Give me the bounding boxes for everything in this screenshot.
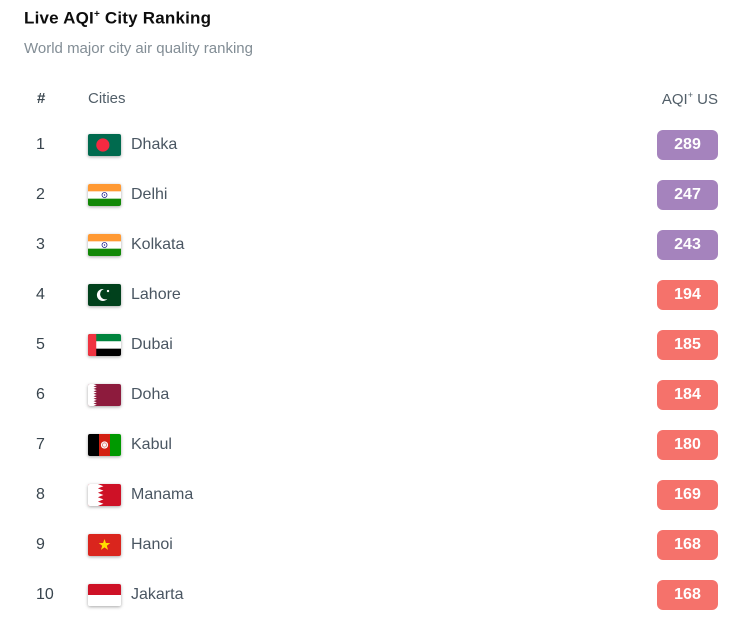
column-header-aqi-text: AQI — [661, 90, 688, 108]
table-row[interactable]: 5 Dubai 185 — [24, 320, 718, 370]
city-name: Kolkata — [131, 235, 185, 253]
rank-number: 8 — [36, 485, 45, 503]
india-flag-icon — [88, 233, 121, 256]
rank-number: 4 — [36, 285, 45, 303]
vietnam-flag-icon — [88, 533, 121, 556]
rank-number: 1 — [36, 135, 45, 153]
column-header-aqi-us: AQI+ US — [662, 90, 718, 108]
aqi-value-badge: 168 — [657, 529, 718, 560]
rank-number: 9 — [36, 535, 45, 553]
table-header-row: # Cities AQI+ US — [24, 84, 718, 114]
page-title-text: Live AQI — [24, 8, 94, 28]
city-name: Lahore — [131, 285, 181, 303]
aqi-value-badge: 247 — [657, 179, 718, 210]
aqi-value-badge: 194 — [657, 279, 718, 310]
aqi-value-badge: 180 — [657, 429, 718, 460]
city-name: Dhaka — [131, 135, 178, 153]
city-name: Doha — [131, 385, 170, 403]
table-row[interactable]: 8 Manama 169 — [24, 470, 718, 520]
table-row[interactable]: 10 Jakarta 168 — [24, 570, 718, 620]
page-title-rest: City Ranking — [99, 8, 212, 28]
aqi-value-badge: 289 — [657, 129, 718, 160]
column-header-us-text: US — [692, 90, 718, 108]
aqi-value-badge: 168 — [657, 579, 718, 610]
rank-number: 2 — [36, 185, 45, 203]
page-title: Live AQI+ City Ranking — [24, 4, 718, 30]
city-name: Manama — [131, 485, 194, 503]
table-row[interactable]: 3 Kolkata 243 — [24, 220, 718, 270]
city-name: Jakarta — [131, 585, 184, 603]
city-name: Delhi — [131, 185, 168, 203]
aqi-value-badge: 169 — [657, 479, 718, 510]
aqi-plus-superscript: + — [687, 89, 693, 100]
table-row[interactable]: 4 Lahore 194 — [24, 270, 718, 320]
table-row[interactable]: 9 Hanoi 168 — [24, 520, 718, 570]
aqi-value-badge: 185 — [657, 329, 718, 360]
rank-number: 7 — [36, 435, 45, 453]
indonesia-flag-icon — [88, 583, 121, 606]
city-name: Hanoi — [131, 535, 173, 553]
bangladesh-flag-icon — [88, 133, 121, 156]
city-name: Kabul — [131, 435, 172, 453]
pakistan-flag-icon — [88, 283, 121, 306]
united-arab-emirates-flag-icon — [88, 333, 121, 356]
city-name: Dubai — [131, 335, 173, 353]
afghanistan-flag-icon — [88, 433, 121, 456]
rank-number: 6 — [36, 385, 45, 403]
india-flag-icon — [88, 183, 121, 206]
table-row[interactable]: 7 Kabul 180 — [24, 420, 718, 470]
rank-number: 10 — [36, 585, 54, 603]
rank-number: 3 — [36, 235, 45, 253]
aqi-plus-superscript: + — [93, 9, 100, 20]
table-row[interactable]: 2 Delhi 247 — [24, 170, 718, 220]
table-row[interactable]: 6 Doha 184 — [24, 370, 718, 420]
table-row[interactable]: 1 Dhaka 289 — [24, 120, 718, 170]
city-ranking-table: 1 Dhaka 289 2 Delhi 247 3 Kolkata 243 4 … — [24, 120, 718, 620]
column-header-rank: # — [37, 90, 46, 108]
column-header-cities: Cities — [88, 90, 126, 108]
aqi-value-badge: 184 — [657, 379, 718, 410]
aqi-value-badge: 243 — [657, 229, 718, 260]
bahrain-flag-icon — [88, 483, 121, 506]
rank-number: 5 — [36, 335, 45, 353]
qatar-flag-icon — [88, 383, 121, 406]
page-subtitle: World major city air quality ranking — [24, 39, 253, 57]
